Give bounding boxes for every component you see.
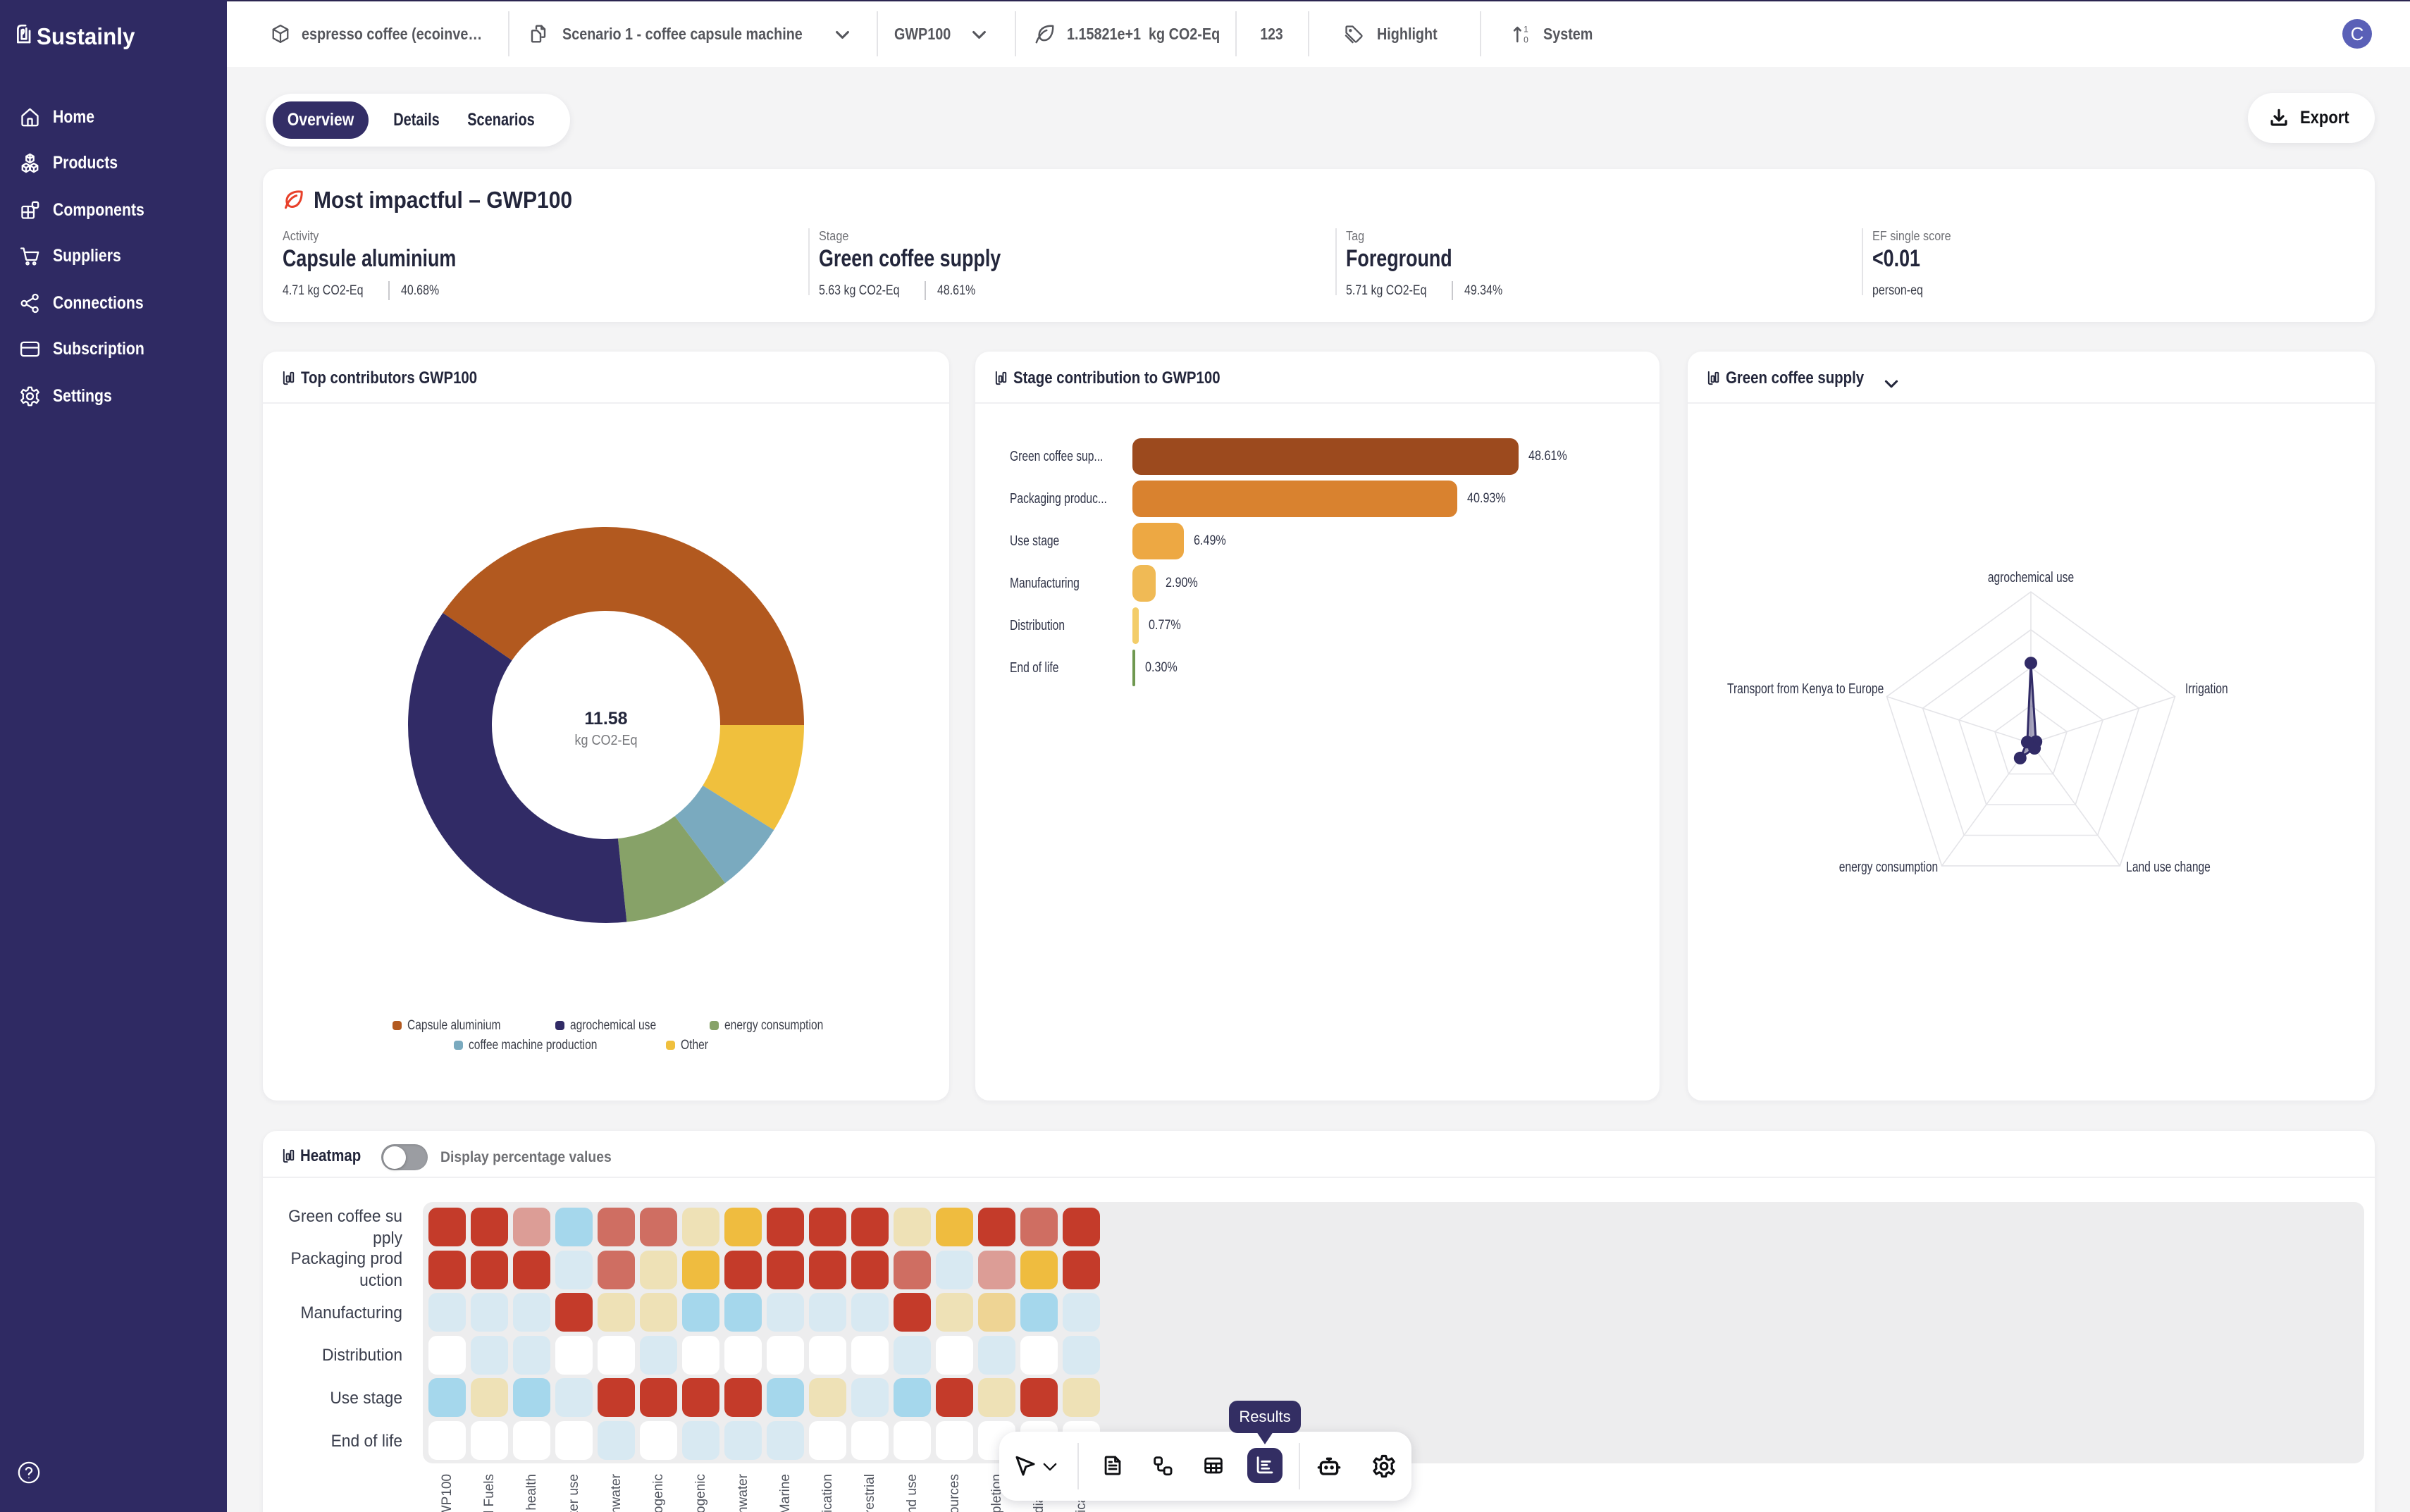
svg-text:0: 0 [1524,35,1528,44]
svg-text:1: 1 [1524,24,1528,34]
